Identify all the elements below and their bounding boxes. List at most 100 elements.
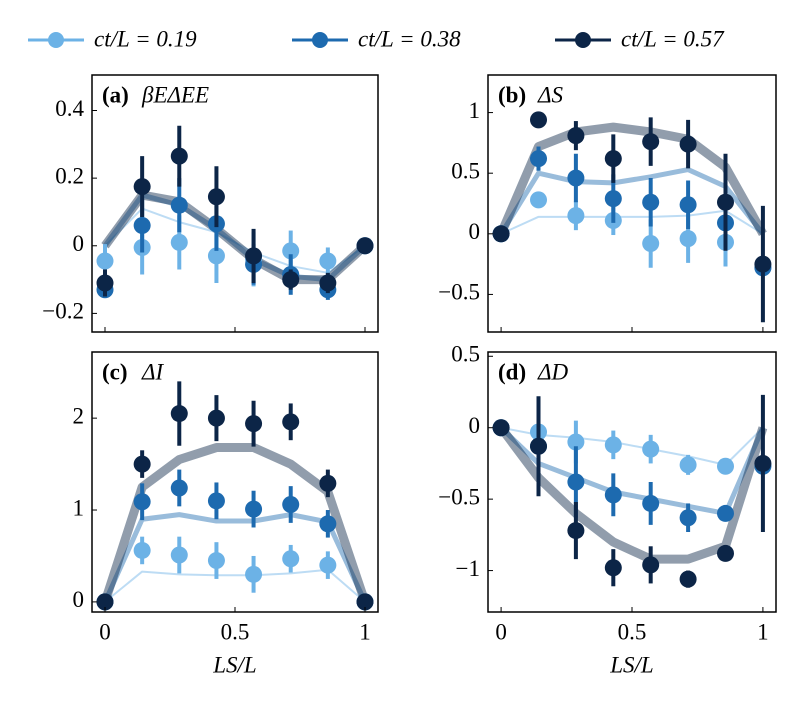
axes-frame [91,74,379,333]
plot-area [492,394,772,588]
x-tick-label: 1 [359,619,371,644]
data-point [319,515,337,533]
data-point [679,230,697,248]
data-point [207,552,225,570]
data-point [642,440,660,458]
data-point [170,405,188,423]
data-point [604,190,622,208]
data-point [133,216,151,234]
data-point [245,565,263,583]
y-tick-label: −0.2 [42,299,84,324]
data-point [679,135,697,153]
y-tick-label: −0.5 [438,280,480,305]
theory-band [496,122,767,237]
data-point [245,415,263,433]
data-point [604,559,622,577]
data-point [679,570,697,588]
data-point [567,207,585,225]
data-point [642,193,660,211]
data-point [567,433,585,451]
plot-area [96,381,374,611]
data-point [716,504,734,522]
theory-band [500,209,764,235]
data-point [716,457,734,475]
y-tick-label: 0 [469,219,481,244]
data-point [642,494,660,512]
data-point [567,127,585,145]
data-point [530,111,548,129]
data-point [530,150,548,168]
data-point [170,479,188,497]
data-point [207,492,225,510]
panel-title: ΔS [537,82,563,107]
data-point [319,556,337,574]
y-tick-label: 0.2 [55,163,84,188]
y-tick-label: 2 [73,403,85,428]
legend-label: ct/L = 0.19 [94,26,197,51]
data-point [642,556,660,574]
data-point [133,455,151,473]
theory-band [498,167,765,236]
axes-frame [91,351,379,613]
data-point [604,436,622,454]
data-point [207,409,225,427]
data-point [492,225,510,243]
x-tick-label: 0 [99,619,111,644]
y-tick-label: 1 [73,495,85,520]
panel-tag: (c) [102,359,128,384]
data-point [754,255,772,273]
data-point [319,474,337,492]
data-point [282,413,300,431]
legend-label: ct/L = 0.57 [621,26,725,51]
legend-marker [312,32,328,48]
panel-title: ΔI [141,359,164,384]
data-point [282,242,300,260]
data-point [716,544,734,562]
y-tick-label: 1 [469,98,481,123]
axes-frame [487,351,777,613]
y-tick-label: −0.5 [438,484,480,509]
panel-title: βEΔEE [141,82,209,107]
data-point [245,247,263,265]
x-axis-label: LS/L [609,652,653,677]
plot-area [492,111,772,323]
data-point [207,247,225,265]
y-tick-label: 0 [469,413,481,438]
panel-tag: (b) [498,82,526,107]
legend-marker [48,32,64,48]
data-point [170,196,188,214]
data-point [170,147,188,165]
x-tick-label: 0 [495,619,507,644]
x-tick-label: 1 [757,619,769,644]
data-point [96,274,114,292]
x-axis-label: LS/L [212,652,256,677]
data-point [679,456,697,474]
panel-title: ΔD [537,359,568,384]
data-point [319,252,337,270]
data-point [356,593,374,611]
data-point [170,546,188,564]
data-point [567,522,585,540]
data-point [642,133,660,151]
data-point [133,178,151,196]
panel-tag: (d) [498,359,526,384]
data-point [567,169,585,187]
data-point [716,193,734,211]
y-tick-label: 0 [73,231,85,256]
data-point [96,593,114,611]
data-point [133,541,151,559]
data-point [282,496,300,514]
plot-area [96,125,374,300]
data-point [356,237,374,255]
data-point [754,454,772,472]
theory-band [104,207,366,274]
data-point [207,188,225,206]
y-tick-label: −1 [456,556,480,581]
x-tick-label: 0.5 [221,619,250,644]
data-point [282,271,300,289]
data-point [530,437,548,455]
y-tick-label: 0 [73,587,85,612]
data-point [530,191,548,209]
data-point [170,233,188,251]
